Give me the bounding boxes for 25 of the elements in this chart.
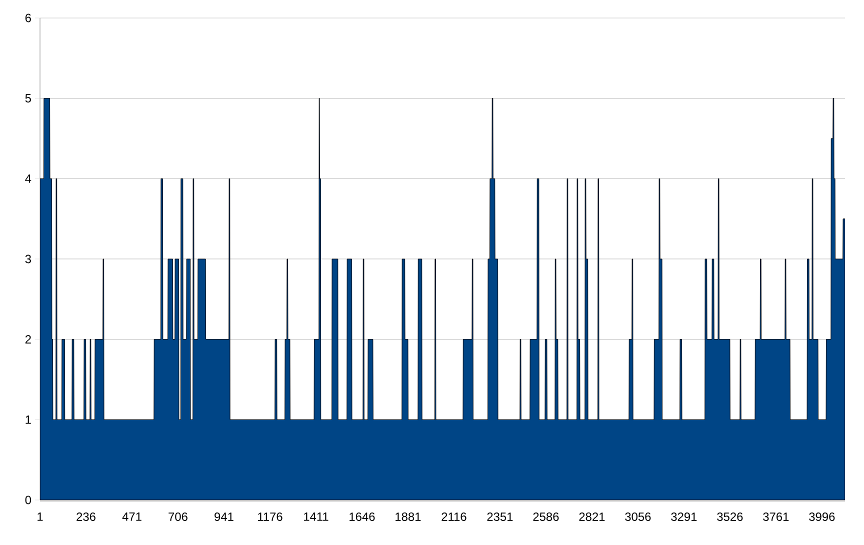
x-tick-label: 236: [76, 512, 96, 521]
x-tick-label: 2116: [442, 512, 466, 521]
y-tick-label: 2: [25, 335, 31, 344]
x-tick-label: 2351: [487, 512, 513, 521]
y-tick-label: 0: [25, 496, 32, 504]
x-tick-label: 1176: [258, 512, 282, 521]
x-tick-label: 1411: [304, 512, 328, 521]
y-tick-label: 6: [25, 14, 31, 22]
x-tick-label: 3996: [809, 512, 835, 521]
x-tick-label: 941: [214, 512, 234, 521]
y-tick-label: 5: [25, 94, 31, 102]
x-tick-label: 2821: [579, 512, 605, 521]
x-tick-label: 2586: [533, 512, 559, 521]
x-tick-label: 1881: [396, 512, 421, 521]
x-tick-label: 1: [38, 512, 43, 521]
y-tick-label: 3: [25, 254, 31, 264]
x-tick-label: 1646: [350, 512, 375, 521]
x-tick-label: 471: [122, 512, 142, 521]
y-tick-label: 4: [25, 174, 32, 183]
x-tick-label: 3056: [625, 512, 651, 521]
x-tick-label: 3761: [763, 512, 789, 521]
x-tick-label: 3291: [671, 512, 697, 521]
x-tick-label: 706: [168, 512, 188, 521]
x-tick-label: 3526: [717, 512, 743, 521]
y-tick-label: 1: [26, 416, 31, 424]
